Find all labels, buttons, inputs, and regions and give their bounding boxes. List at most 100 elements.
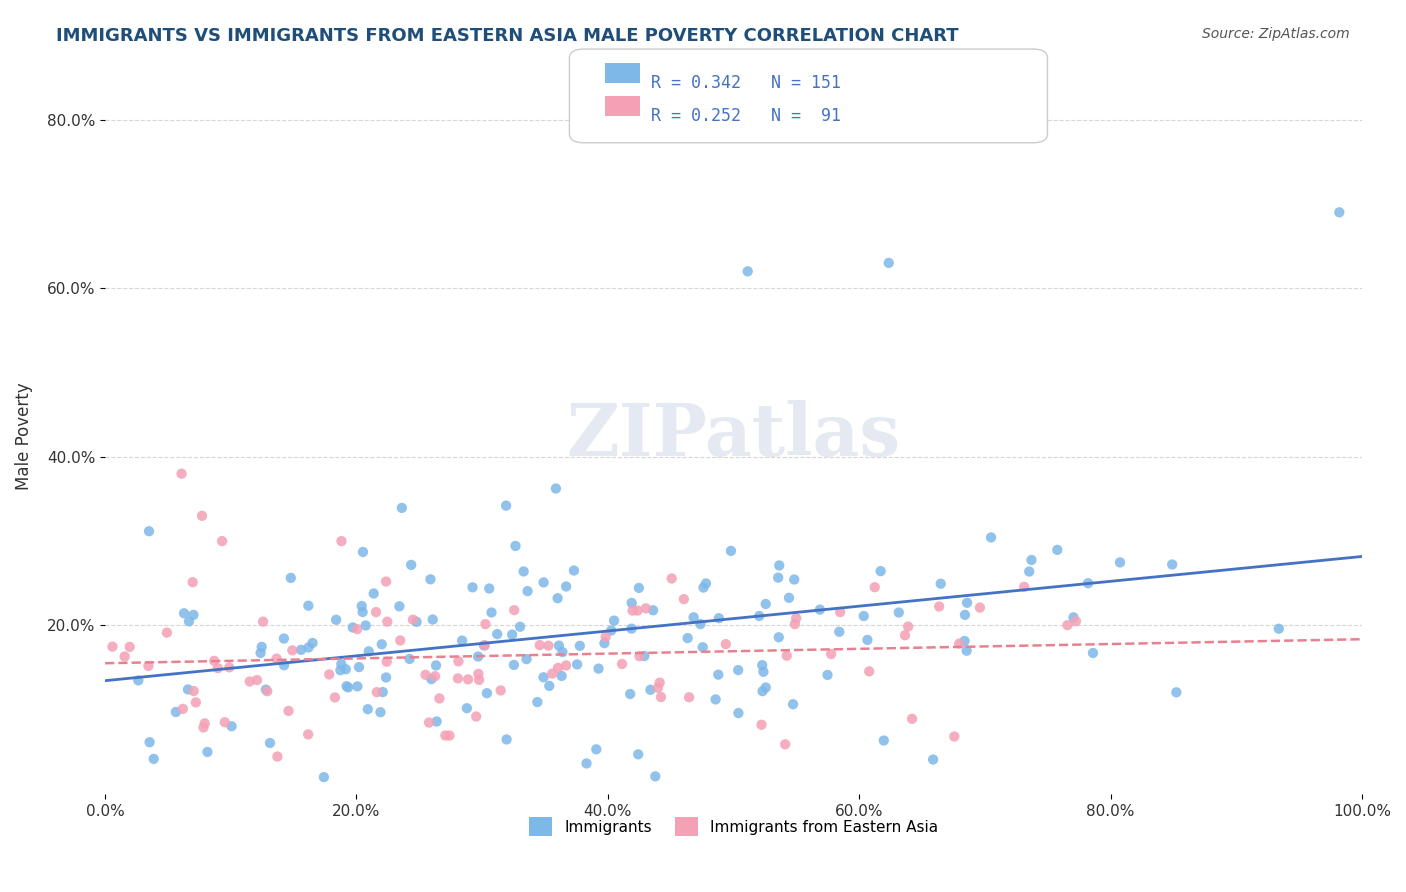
Immigrants from Eastern Asia [489,683,512,698]
Immigrants from Eastern Asia [323,690,346,705]
Immigrants from Eastern Asia [595,630,617,644]
Immigrants from Eastern Asia [172,702,194,716]
Immigrants from Eastern Asia [541,666,564,681]
Immigrants from Eastern Asia [181,575,204,590]
Immigrants [1081,646,1104,660]
Immigrants from Eastern Asia [626,604,648,618]
Immigrants [887,606,910,620]
Immigrants from Eastern Asia [364,605,387,619]
Immigrants from Eastern Asia [610,657,633,671]
Immigrants [692,640,714,655]
Immigrants [273,658,295,673]
Immigrants from Eastern Asia [672,592,695,607]
Immigrants from Eastern Asia [647,681,669,695]
Immigrants from Eastern Asia [218,660,240,674]
Immigrants [350,599,373,613]
Immigrants [290,643,312,657]
Immigrants [727,706,749,720]
Immigrants [755,597,778,611]
Immigrants [953,607,976,622]
Immigrants from Eastern Asia [474,638,496,652]
Immigrants [420,672,443,686]
Immigrants from Eastern Asia [138,659,160,673]
Immigrants from Eastern Asia [634,601,657,615]
Immigrants from Eastern Asia [252,615,274,629]
Immigrants [544,482,567,496]
Immigrants from Eastern Asia [207,661,229,675]
Immigrants [620,596,643,610]
Immigrants [533,670,555,684]
Immigrants [778,591,800,605]
Immigrants from Eastern Asia [863,580,886,594]
Immigrants [704,692,727,706]
Immigrants from Eastern Asia [830,605,852,619]
Immigrants [254,682,277,697]
Immigrants from Eastern Asia [628,649,651,664]
Immigrants from Eastern Asia [858,665,880,679]
Immigrants [877,256,900,270]
Immigrants from Eastern Asia [820,647,842,661]
Immigrants from Eastern Asia [239,674,262,689]
Immigrants [817,668,839,682]
Immigrants from Eastern Asia [330,534,353,549]
Text: R = 0.252   N =  91: R = 0.252 N = 91 [651,107,841,125]
Immigrants [1268,622,1291,636]
Immigrants from Eastern Asia [948,637,970,651]
Immigrants from Eastern Asia [928,599,950,614]
Immigrants [538,679,561,693]
Immigrants from Eastern Asia [193,721,215,735]
Immigrants from Eastern Asia [783,617,806,632]
Immigrants from Eastern Asia [389,633,412,648]
Immigrants [512,565,534,579]
Immigrants [486,627,509,641]
Immigrants [391,500,413,515]
Immigrants [337,681,360,695]
Immigrants [451,633,474,648]
Immigrants [526,695,548,709]
Immigrants from Eastern Asia [101,640,124,654]
Text: ZIPatlas: ZIPatlas [567,401,901,471]
Immigrants [177,615,200,629]
Immigrants from Eastern Asia [156,625,179,640]
Immigrants [588,662,610,676]
Immigrants [808,602,831,616]
Immigrants [335,662,357,676]
Immigrants [585,742,607,756]
Immigrants [873,733,896,747]
Immigrants [142,752,165,766]
Immigrants [357,644,380,658]
Immigrants from Eastern Asia [434,729,457,743]
Immigrants [980,531,1002,545]
Immigrants from Eastern Asia [661,572,683,586]
Immigrants [398,652,420,666]
Immigrants from Eastern Asia [943,730,966,744]
Immigrants from Eastern Asia [246,673,269,687]
Immigrants from Eastern Asia [785,611,807,625]
Immigrants [603,614,626,628]
Immigrants [273,632,295,646]
Immigrants [695,576,717,591]
Immigrants from Eastern Asia [897,619,920,633]
Immigrants from Eastern Asia [375,574,398,589]
Immigrants [280,571,302,585]
Immigrants [419,572,441,586]
Immigrants from Eastern Asia [901,712,924,726]
Immigrants from Eastern Asia [467,666,489,681]
Immigrants [755,681,778,695]
Immigrants from Eastern Asia [465,709,488,723]
Immigrants [555,580,578,594]
Immigrants from Eastern Asia [529,638,551,652]
Immigrants [547,591,569,606]
Immigrants [388,599,411,614]
Immigrants [336,679,359,693]
Immigrants from Eastern Asia [375,655,398,669]
Immigrants [370,705,392,719]
Immigrants from Eastern Asia [474,617,496,632]
Immigrants [748,609,770,624]
Immigrants from Eastern Asia [555,658,578,673]
Immigrants [692,581,714,595]
Immigrants [869,564,891,578]
Immigrants from Eastern Asia [194,716,217,731]
Immigrants from Eastern Asia [366,685,388,699]
Immigrants [707,611,730,625]
